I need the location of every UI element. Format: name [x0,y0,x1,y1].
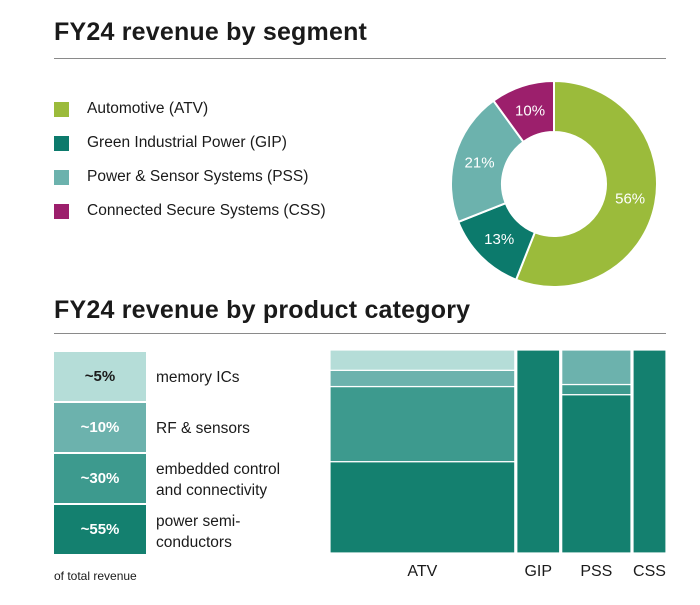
footnote: of total revenue [54,569,137,583]
legend-swatch-css [54,203,69,219]
mosaic-cell-pss-rf [561,349,632,386]
x-label-css: CSS [633,563,666,580]
category-label-power: power semi-conductors [156,513,241,551]
category-label-rf: RF & sensors [156,420,250,437]
product-title-rule [54,333,666,334]
segment-legend: Automotive (ATV) Green Industrial Power … [54,92,326,228]
segment-title-rule [54,58,666,59]
mosaic-cell-pss-power [561,394,632,554]
product-mosaic-chart [329,349,667,554]
segment-title: FY24 revenue by segment [54,18,368,46]
legend-item-atv: Automotive (ATV) [54,92,326,126]
donut-slice-css [492,79,555,144]
donut-label-gip: 13% [484,231,514,248]
x-label-gip: GIP [524,563,553,580]
mosaic-cell-atv-memory [329,349,516,371]
category-label-memory: memory ICs [156,369,240,386]
legend-item-gip: Green Industrial Power (GIP) [54,126,326,160]
mosaic-cell-gip-power [516,349,561,554]
legend-swatch-atv [54,101,69,117]
x-label-atv: ATV [407,563,438,580]
legend-item-css: Connected Secure Systems (CSS) [54,194,326,228]
category-box-memory: ~5% [54,352,146,401]
product-title: FY24 revenue by product category [54,296,471,324]
legend-item-pss: Power & Sensor Systems (PSS) [54,160,326,194]
category-box-power: ~55% [54,505,146,554]
category-pct-memory: ~5% [84,368,116,385]
mosaic-cell-atv-power [329,461,516,554]
legend-swatch-gip [54,135,69,151]
category-pct-rf: ~10% [80,419,120,436]
legend-label-pss: Power & Sensor Systems (PSS) [87,168,309,185]
donut-label-pss: 21% [465,154,495,171]
segment-donut-chart: 56% 13% 21% 10% [450,79,658,288]
legend-label-css: Connected Secure Systems (CSS) [87,202,326,219]
category-label-embedded: embedded control and connectivity [156,461,281,499]
mosaic-cell-atv-embedded [329,385,516,463]
donut-label-css: 10% [515,102,545,119]
mosaic-cell-atv-rf [329,369,516,388]
legend-label-atv: Automotive (ATV) [87,100,209,117]
category-box-rf: ~10% [54,403,146,452]
x-label-pss: PSS [580,563,613,580]
mosaic-cell-pss-embedded [561,383,632,396]
category-pct-embedded: ~30% [80,470,120,487]
mosaic-cell-css-power [632,349,667,554]
donut-slice-atv [514,79,658,288]
legend-swatch-pss [54,169,69,185]
category-box-embedded: ~30% [54,454,146,503]
category-pct-power: ~55% [80,521,120,538]
donut-slice-pss [450,99,525,224]
legend-label-gip: Green Industrial Power (GIP) [87,134,287,151]
donut-label-atv: 56% [615,191,645,208]
